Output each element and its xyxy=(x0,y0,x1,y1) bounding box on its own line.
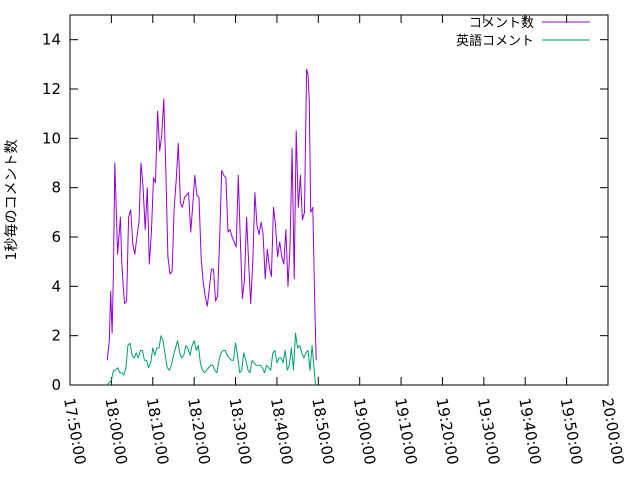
x-tick-label: 19:00:00 xyxy=(350,397,379,466)
legend-label-2: 英語コメント xyxy=(456,33,534,49)
x-tick-label: 19:10:00 xyxy=(391,397,420,466)
x-tick-label: 18:10:00 xyxy=(143,397,172,466)
plot-frame xyxy=(69,14,609,386)
x-tick-label: 19:30:00 xyxy=(474,397,503,466)
y-axis-label: 1秒毎のコメント数 xyxy=(4,140,20,261)
y-tick-label: 6 xyxy=(51,228,61,246)
x-tick-label: 20:00:00 xyxy=(598,397,627,466)
y-tick-label: 12 xyxy=(42,80,61,98)
y-tick-label: 4 xyxy=(51,277,61,295)
y-tick-labels: 0 2 4 6 8 10 12 14 xyxy=(42,31,61,394)
x-tick-label: 18:50:00 xyxy=(308,397,337,466)
x-tick-label: 19:50:00 xyxy=(557,397,586,466)
y-tick-label: 2 xyxy=(51,327,61,345)
y-tick-label: 14 xyxy=(42,31,61,49)
x-tick-label: 18:30:00 xyxy=(226,397,255,466)
x-tick-labels: 17:50:00 18:00:00 18:10:00 18:20:00 18:30:00… xyxy=(60,397,627,466)
x-tick-label: 18:20:00 xyxy=(184,397,213,466)
legend-label-1: コメント数 xyxy=(469,16,534,31)
x-tick-label: 18:40:00 xyxy=(267,397,296,466)
axis-ticks xyxy=(70,15,608,385)
y-tick-label: 10 xyxy=(42,129,61,147)
series-line-2 xyxy=(106,332,316,386)
y-tick-label: 8 xyxy=(51,179,61,197)
x-tick-label: 19:20:00 xyxy=(433,397,462,466)
series-lines xyxy=(106,68,317,386)
series-line-1 xyxy=(106,68,317,361)
x-tick-label: 17:50:00 xyxy=(60,397,89,466)
y-tick-label: 0 xyxy=(51,376,61,394)
x-tick-label: 19:40:00 xyxy=(515,397,544,466)
x-tick-label: 18:00:00 xyxy=(101,397,130,466)
